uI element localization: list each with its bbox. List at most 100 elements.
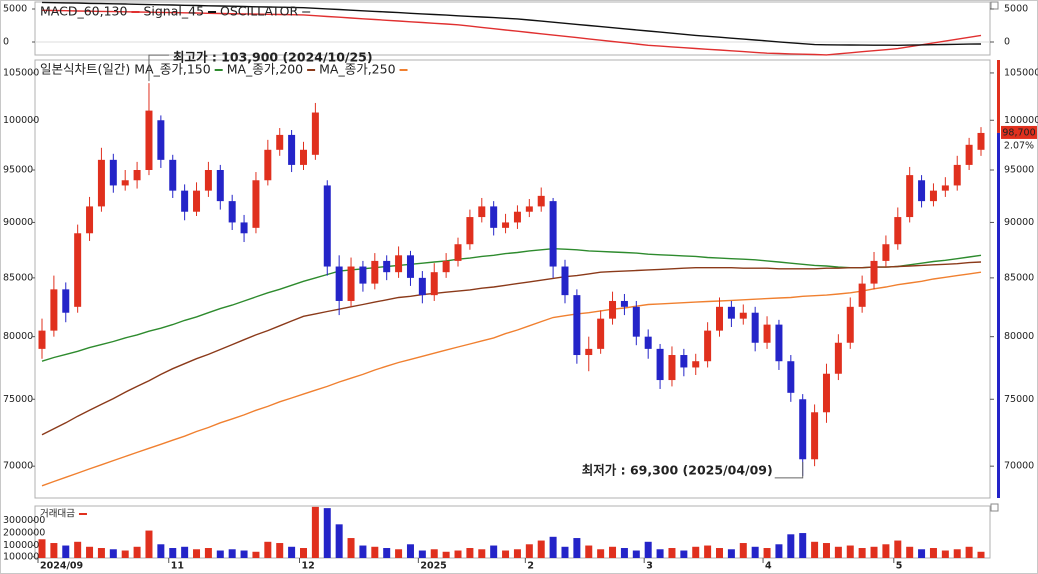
volume-bar xyxy=(383,548,391,558)
price-position-up xyxy=(997,60,1000,133)
series-line xyxy=(41,9,982,56)
x-tick-label: 4 xyxy=(765,561,772,572)
legend-label: Signal_45 xyxy=(143,4,204,19)
y-tick-label: 85000 xyxy=(3,272,33,283)
x-tick-label: 12 xyxy=(301,561,314,572)
candle-body xyxy=(894,217,902,245)
last-price-label: 98,700 xyxy=(1002,127,1035,138)
candle-body xyxy=(216,170,224,202)
candle-body xyxy=(692,361,700,368)
volume-bar xyxy=(347,538,355,558)
candle-body xyxy=(299,149,307,165)
volume-bar xyxy=(882,544,890,558)
volume-bar xyxy=(739,543,747,558)
candle-body xyxy=(276,134,284,150)
y-tick-label-right: 5000 xyxy=(1004,3,1028,14)
candle-body xyxy=(204,170,212,191)
volume-bar xyxy=(585,545,593,558)
candle-body xyxy=(406,255,414,278)
annotation: 최저가 : 69,300 (2025/04/09) xyxy=(582,462,773,477)
volume-bar xyxy=(252,551,260,558)
volume-bar xyxy=(834,546,842,558)
series-line xyxy=(41,261,982,436)
candle-body xyxy=(620,300,628,307)
volume-bar xyxy=(395,549,403,558)
legend-label: OSCILLATOR xyxy=(220,4,298,19)
change-label: 2.07% xyxy=(1004,140,1034,151)
price-panel xyxy=(34,59,991,499)
candle-body xyxy=(941,185,949,191)
volume-bar xyxy=(311,506,319,558)
candle-body xyxy=(609,300,617,319)
volume-bar xyxy=(716,548,724,558)
candle-body xyxy=(50,289,58,331)
y-tick-label: 80000 xyxy=(3,331,33,342)
volume-bar xyxy=(299,548,307,558)
candle-body xyxy=(430,272,438,296)
volume-bar xyxy=(549,536,557,558)
candle-body xyxy=(787,361,795,393)
y-tick-label-right: 105000 xyxy=(1004,67,1038,78)
candle-body xyxy=(347,266,355,301)
candle-body xyxy=(929,190,937,202)
volume-bar xyxy=(240,550,248,558)
volume-bar xyxy=(537,540,545,558)
volume-bar xyxy=(74,541,82,558)
panel-button[interactable] xyxy=(990,1,999,10)
x-tick-label: 2024/09 xyxy=(40,561,83,572)
volume-bar xyxy=(977,551,985,558)
volume-bar xyxy=(620,548,628,558)
volume-bar xyxy=(442,551,450,558)
candle-body xyxy=(133,170,141,181)
y-tick-label-right: 70000 xyxy=(1004,461,1034,472)
volume-bar xyxy=(953,549,961,558)
y-tick-label: 100000 xyxy=(3,115,39,126)
legend-label: MACD_60,130 xyxy=(40,4,128,19)
volume-bar xyxy=(406,544,414,558)
volume-bar xyxy=(704,545,712,558)
volume-bar xyxy=(561,546,569,558)
candle-body xyxy=(704,330,712,362)
candle-body xyxy=(525,206,533,212)
y-tick-label: 75000 xyxy=(3,394,33,405)
y-tick-label: 90000 xyxy=(3,217,33,228)
candle-body xyxy=(169,159,177,191)
candle-body xyxy=(573,295,581,356)
candle-body xyxy=(739,312,747,319)
volume-bar xyxy=(799,533,807,558)
legend-label: MA_종가,200 xyxy=(227,62,303,77)
legend-title: 일본식차트(일간) xyxy=(40,62,130,77)
candle-body xyxy=(716,306,724,331)
x-tick-label: 11 xyxy=(171,561,184,572)
volume-bar xyxy=(276,543,284,558)
series-line xyxy=(41,1,982,47)
candle-body xyxy=(561,266,569,296)
volume-bar xyxy=(323,508,331,558)
candle-body xyxy=(953,164,961,186)
candle-body xyxy=(62,289,70,313)
y-tick-label: 3000000 xyxy=(3,515,45,526)
volume-bar xyxy=(525,544,533,558)
volume-bar xyxy=(597,549,605,558)
volume-bar xyxy=(109,549,117,558)
volume-bar xyxy=(644,541,652,558)
legend-label: MA_종가,150 xyxy=(134,62,210,77)
volume-bar xyxy=(121,550,129,558)
candle-body xyxy=(38,330,46,349)
candle-body xyxy=(656,348,664,381)
volume-bar xyxy=(941,550,949,558)
volume-bar xyxy=(478,549,486,558)
volume-bar xyxy=(38,539,46,558)
candle-body xyxy=(537,195,545,207)
last-price-tag xyxy=(1001,125,1037,139)
legend-title: 거래대금 xyxy=(40,509,75,520)
candle-body xyxy=(252,180,260,228)
panel-button[interactable] xyxy=(990,503,999,512)
annotation-leader xyxy=(774,461,804,479)
candle-body xyxy=(585,348,593,356)
candle-body xyxy=(288,134,296,165)
candle-body xyxy=(490,206,498,228)
volume-bar xyxy=(169,548,177,558)
candle-body xyxy=(811,412,819,460)
